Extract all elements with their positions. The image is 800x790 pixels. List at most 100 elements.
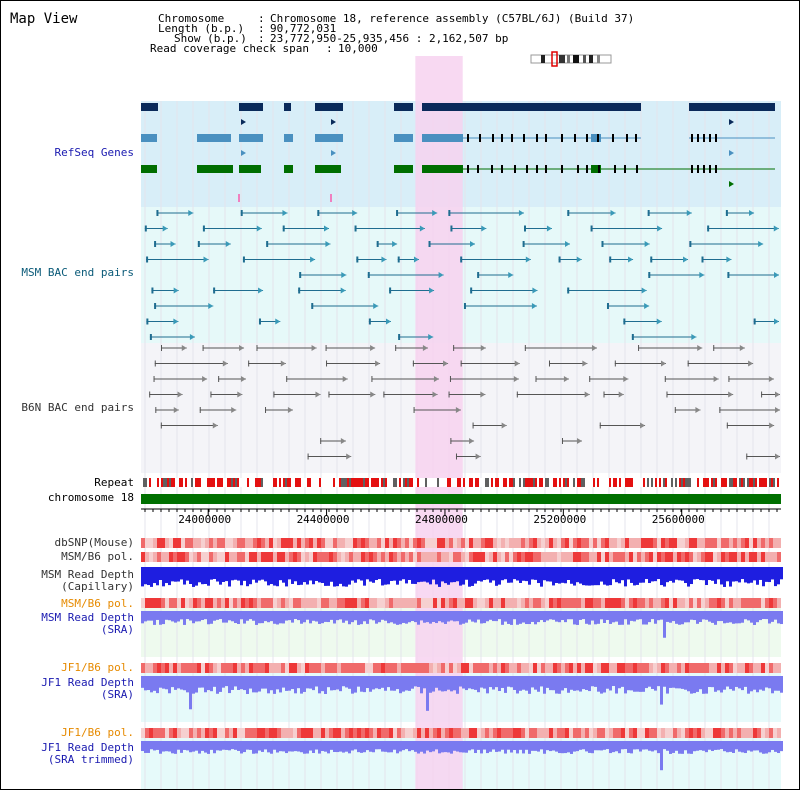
msm-b6-pol-cell [141,552,145,562]
jf1-sra-depth-bar [468,676,471,689]
repeat-element [613,478,615,487]
msm-capillary-depth-bar [642,567,645,583]
msm-capillary-depth-bar [651,567,654,582]
repeat-element [407,478,409,487]
msm-sra-depth-bar [498,611,501,620]
jf1-b6-pol-cell [601,663,605,673]
chromosome-bar [141,494,781,504]
dbsnp-cell [645,538,649,548]
dbsnp-cell [205,538,209,548]
msm-capillary-depth-bar [342,567,345,587]
dbsnp-cell [581,538,585,548]
refseq-exon [703,134,705,142]
msm-b6-pol-cell [733,598,737,608]
msm-bac-end [368,318,371,325]
jf1-trim-depth-bar [780,741,783,752]
jf1-sra-depth-bar [579,676,582,692]
msm-b6-pol-cell [329,598,333,608]
msm-bac-end-arrow [644,241,650,247]
msm-capillary-depth-bar [210,567,213,580]
msm-capillary-depth-bar [687,567,690,587]
msm-b6-pol-cell [369,552,373,562]
b6n-bac-end [395,345,397,351]
jf1-sra-depth-bar [633,676,636,692]
jf1-b6-pol-cell [253,663,257,673]
msm-bac-end [707,225,710,232]
jf1-b6-pol-cell [565,728,569,738]
length-key: Length (b.p.) [158,22,245,35]
dbsnp-cell [325,538,329,548]
jf1-trim-depth-bar [627,741,630,753]
jf1-sra-depth-bar [258,676,261,692]
jf1-sra-depth-bar [273,676,276,694]
msm-capillary-depth-bar [426,567,429,583]
msm-b6-pol-cell [629,552,633,562]
msm-sra-depth-bar [543,611,546,623]
msm-capillary-depth-bar [645,567,648,580]
msm-b6-pol-cell [761,552,765,562]
msm-sra-depth-bar [477,611,480,620]
msm-capillary-depth-bar [222,567,225,582]
msm-b6-pol-cell [205,598,209,608]
dbsnp-cell [757,538,761,548]
msm-sra-depth-bar [657,611,660,621]
jf1-b6-pol-cell [581,728,585,738]
msm-b6-pol-cell [377,552,381,562]
jf1-b6-pol-cell [621,728,625,738]
msm-b6-pol-cell [301,552,305,562]
repeat-element [765,478,767,487]
jf1-trim-depth-bar [171,741,174,754]
dbsnp-cell [637,538,641,548]
jf1-trim-depth-bar [306,741,309,754]
jf1-trim-depth-bar [402,741,405,751]
jf1-sra-depth-bar [204,676,207,693]
msm-capillary-depth-bar [594,567,597,586]
msm-bac-end-arrow [610,210,616,216]
b6n-bac-end [713,345,715,351]
jf1-b6-pol-cell [249,728,253,738]
jf1-trim-depth-bar [591,741,594,754]
repeat-element [541,478,543,487]
msm-sra-depth-bar [591,611,594,621]
jf1-b6-pol-cell [693,728,697,738]
jf1-sra-depth-bar [408,676,411,691]
refseq-exon [691,134,693,142]
msm-sra-depth-bar [264,611,267,622]
jf1-sra-depth-bar [621,676,624,687]
refseq-exon [501,165,503,173]
b6n-bac-end-arrow [212,422,218,429]
msm-capillary-depth-bar [231,567,234,581]
msm-sra-depth-bar [519,611,522,624]
msm-sra-depth-bar [471,611,474,622]
msm-bac-end-arrow [683,256,689,263]
msm-capillary-depth-bar [588,567,591,586]
repeat-element [471,478,473,487]
msm-sra-depth-bar [462,611,465,624]
refseq-transcript-block [141,165,157,173]
msm-bac-end-arrow [381,256,387,263]
jf1-sra-depth-bar [303,676,306,692]
msm-b6-pol-cell [153,598,157,608]
repeat-element [597,478,599,487]
jf1-sra-depth-bar [441,676,444,692]
jf1-trim-depth-bar [612,741,615,753]
repeat-element [739,478,741,487]
msm-sra-depth-bar [384,611,387,621]
jf1-b6-pol-cell [249,663,253,673]
dbsnp-cell [157,538,161,548]
msm-sra-depth-bar [318,611,321,624]
jf1-sra-depth-bar [243,676,246,691]
msm-capillary-depth-bar [447,567,450,585]
dbsnp-cell [725,538,729,548]
b6n-bac-end [719,407,721,413]
b6n-bac-end-arrow [315,391,321,398]
jf1-sra-depth-bar [333,676,336,691]
jf1-b6-pol-cell [317,663,321,673]
msm-bac-end [154,241,157,247]
msm-sra-depth-bar [309,611,312,624]
b6n-bac-end-arrow [222,360,228,367]
jf1-b6-pol-cell [757,663,761,673]
jf1-b6-pol-cell [533,728,537,738]
jf1-sra-depth-bar [402,676,405,692]
jf1-b6-pol-cell [589,728,593,738]
